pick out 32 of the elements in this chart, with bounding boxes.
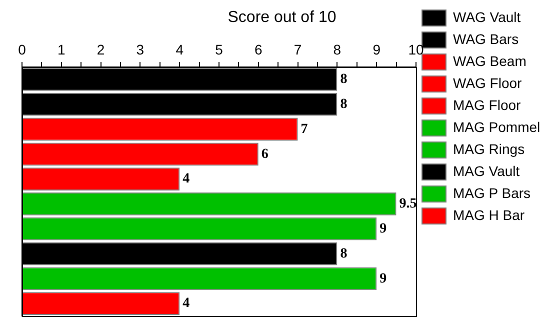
data-label: 4 — [182, 296, 190, 312]
x-tick-label: 0 — [18, 41, 26, 58]
legend-label: MAG P Bars — [453, 184, 531, 201]
x-tick-label: 4 — [176, 41, 184, 58]
x-tick-label: 1 — [58, 41, 66, 58]
chart-title: Score out of 10 — [228, 9, 336, 26]
legend-label: MAG Vault — [453, 162, 520, 179]
data-label: 8 — [340, 246, 348, 262]
legend-label: WAG Floor — [453, 74, 522, 91]
legend-label: MAG H Bar — [453, 206, 525, 223]
data-label: 4 — [182, 172, 190, 187]
data-label: 7 — [300, 122, 308, 137]
x-tick-label: 9 — [372, 41, 381, 58]
legend-label: MAG Floor — [453, 96, 522, 113]
x-tick-label: 10 — [408, 41, 424, 58]
legend-label: WAG Beam — [453, 52, 526, 69]
legend-label: WAG Vault — [453, 8, 521, 25]
x-tick-label: 6 — [254, 41, 262, 58]
x-tick-label: 8 — [333, 41, 342, 58]
data-label: 6 — [261, 146, 268, 162]
data-label: 9 — [380, 221, 387, 236]
x-tick-label: 2 — [96, 41, 105, 58]
data-label: 9 — [380, 271, 387, 286]
legend-label: MAG Pommel — [453, 118, 540, 135]
data-label: 8 — [340, 96, 348, 112]
legend-label: WAG Bars — [453, 30, 519, 47]
x-tick-label: 7 — [294, 41, 302, 58]
x-tick-label: 3 — [136, 41, 144, 58]
x-tick-label: 5 — [215, 41, 224, 58]
data-label: 8 — [340, 72, 348, 88]
data-label: 9.5 — [399, 196, 417, 212]
legend-label: MAG Rings — [453, 140, 525, 157]
